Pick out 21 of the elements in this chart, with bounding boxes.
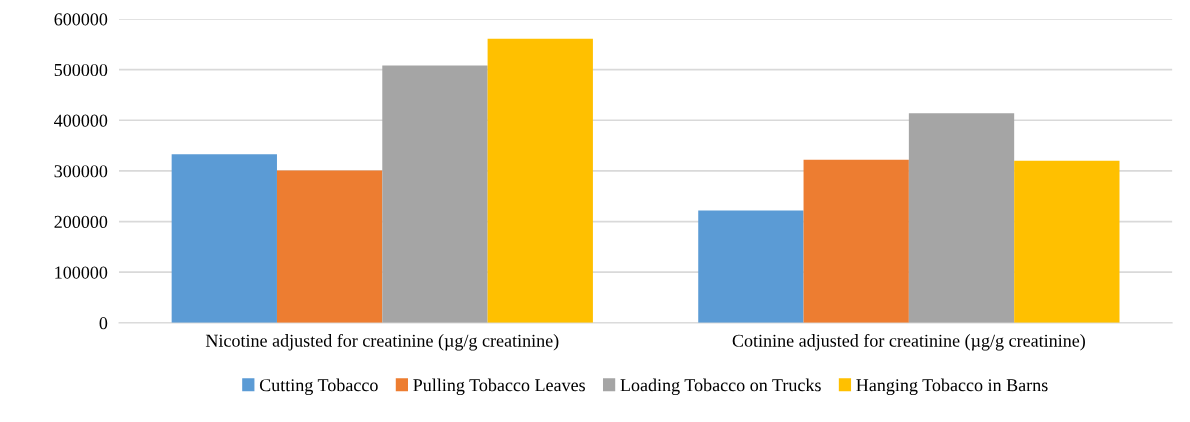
x-tick-label: Cotinine adjusted for creatinine (µg/g creatinine) xyxy=(732,333,1085,351)
y-tick-label: 400000 xyxy=(54,114,108,127)
y-tick-label: 500000 xyxy=(54,63,108,77)
legend-label: Loading Tobacco on Trucks xyxy=(620,378,821,395)
legend-label: Hanging Tobacco in Barns xyxy=(856,378,1048,395)
bar xyxy=(1014,160,1120,323)
y-tick-label: 300000 xyxy=(54,165,108,178)
y-tick-label: 200000 xyxy=(54,215,108,228)
y-tick-label: 100000 xyxy=(55,266,108,279)
bar xyxy=(698,210,804,323)
legend-label: Pulling Tobacco Leaves xyxy=(413,378,585,395)
legend-label: Cutting Tobacco xyxy=(259,378,378,395)
y-tick-label: 0 xyxy=(99,317,108,330)
x-tick-label: Nicotine adjusted for creatinine (µg/g creatinine) xyxy=(205,333,559,351)
bar xyxy=(803,159,909,323)
bar xyxy=(276,170,383,323)
bar xyxy=(487,38,593,323)
bar xyxy=(171,154,277,323)
y-tick-label: 600000 xyxy=(54,13,108,26)
bar xyxy=(382,65,488,323)
bar xyxy=(908,113,1015,323)
